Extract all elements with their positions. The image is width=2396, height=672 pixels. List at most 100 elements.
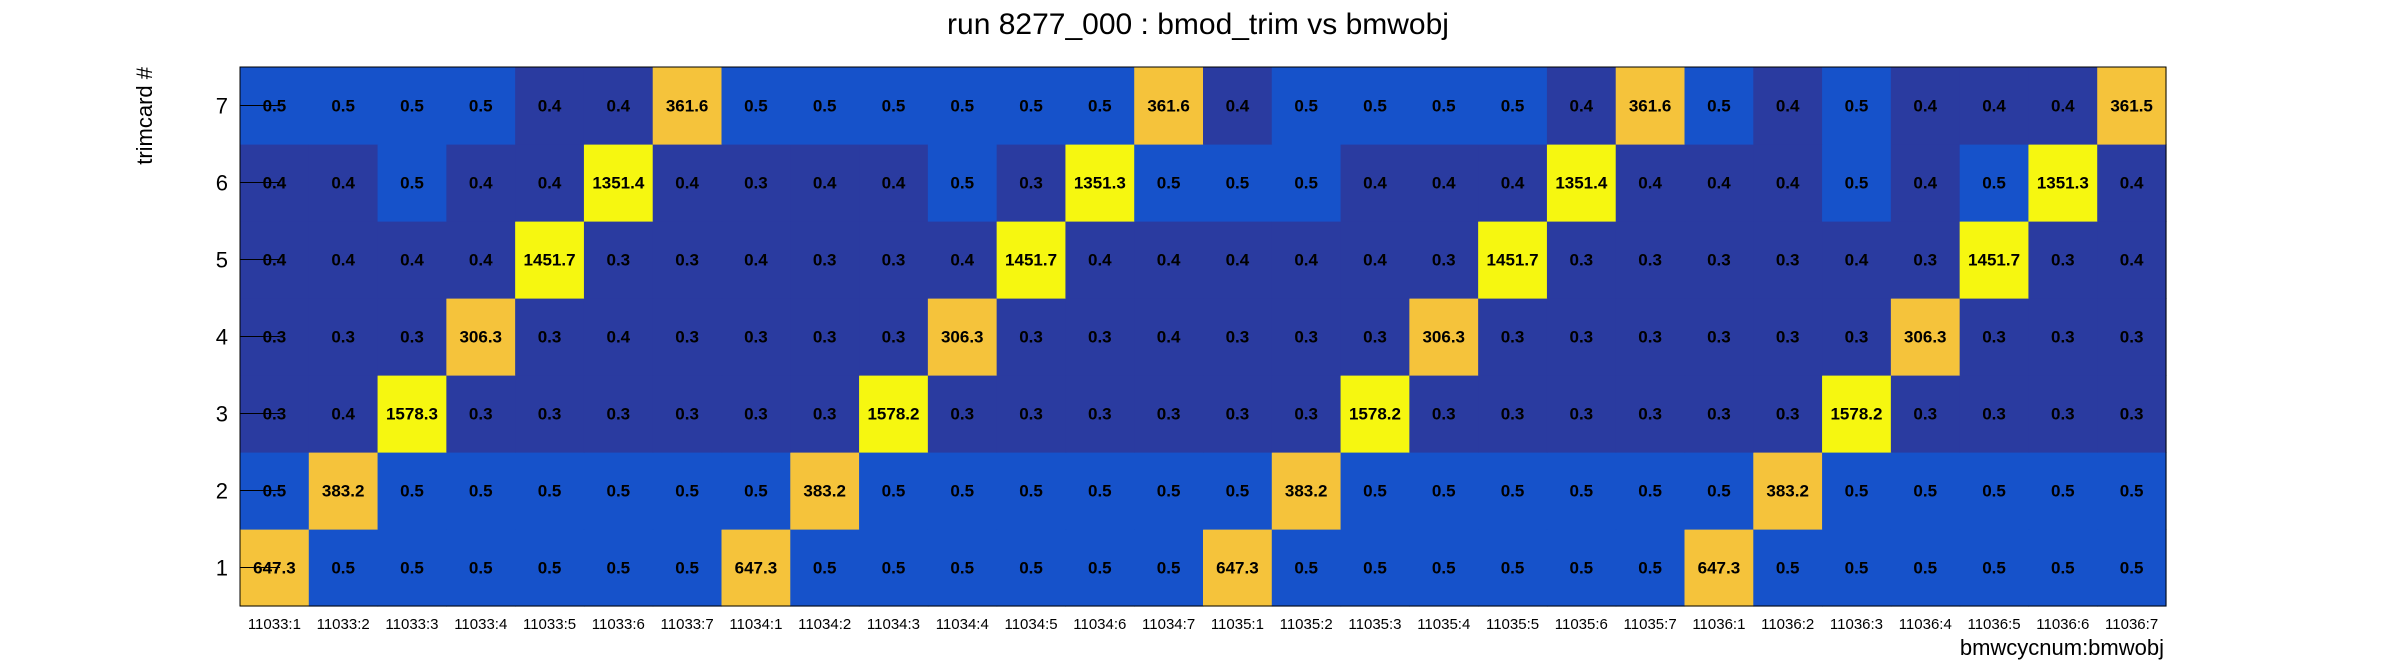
cell-value-label: 0.3 [1776,405,1800,424]
heatmap-cell [1753,221,1823,299]
heatmap-cell [1134,67,1204,145]
cell-value-label: 0.3 [1638,405,1662,424]
heatmap-cell [1546,298,1617,376]
heatmap-cell [859,144,929,222]
heatmap-cell [1684,67,1754,145]
cell-value-label: 0.5 [1638,559,1662,578]
cell-value-label: 0.3 [744,405,768,424]
cell-value-label: 0.5 [950,97,974,116]
heatmap-cell [583,67,654,145]
cell-value-label: 0.3 [607,251,631,270]
x-tick-label: 11034:6 [1073,616,1126,633]
heatmap-cell [790,375,860,453]
heatmap-cell [721,221,791,299]
heatmap-cell [996,221,1067,299]
heatmap-cell [1409,298,1479,376]
cell-value-label: 0.3 [1019,174,1043,193]
cell-value-label: 0.4 [1913,97,1937,116]
cell-value-label: 0.4 [1363,174,1387,193]
x-tick-label: 11035:1 [1211,616,1264,633]
cell-value-label: 0.3 [744,174,768,193]
cell-value-label: 0.3 [1570,251,1594,270]
heatmap-cell [1409,67,1479,145]
heatmap-cell [859,375,929,453]
cell-value-label: 0.5 [1638,482,1662,501]
x-tick-label: 11035:4 [1417,616,1470,633]
cell-value-label: 0.3 [469,405,493,424]
cell-value-label: 0.4 [1088,251,1112,270]
cell-value-label: 0.4 [1157,328,1181,347]
cell-value-label: 0.5 [813,559,837,578]
cell-value-label: 0.4 [1157,251,1181,270]
cell-value-label: 0.3 [1776,328,1800,347]
cell-value-label: 0.3 [1088,328,1112,347]
heatmap-cell [2028,67,2098,145]
heatmap-cell [515,67,585,145]
heatmap-cell [2028,221,2098,299]
x-tick-label: 11034:3 [867,616,920,633]
cell-value-label: 0.4 [675,174,699,193]
cell-value-label: 0.5 [2120,482,2144,501]
heatmap-cells [240,67,2167,607]
cell-value-label: 0.5 [744,97,768,116]
x-tick-label: 11035:6 [1555,616,1608,633]
cell-value-label: 0.4 [331,405,355,424]
cell-value-label: 361.6 [1629,97,1672,116]
cell-value-label: 0.5 [1088,482,1112,501]
cell-value-label: 0.3 [1019,328,1043,347]
heatmap-cell [1753,298,1823,376]
cell-value-label: 0.3 [813,405,837,424]
cell-value-label: 0.5 [538,559,562,578]
heatmap-cell [1065,67,1135,145]
cell-value-label: 0.5 [1845,482,1869,501]
cell-value-label: 0.3 [2120,328,2144,347]
cell-value-label: 383.2 [803,482,846,501]
cell-value-label: 0.5 [1707,97,1731,116]
cell-value-label: 0.3 [1570,405,1594,424]
cell-value-label: 306.3 [941,328,984,347]
y-axis: 1 2 3 4 5 6 7 [216,94,280,581]
heatmap-cell [1822,144,1892,222]
cell-value-label: 0.3 [1501,328,1525,347]
heatmap-cell [652,529,723,607]
cell-value-label: 0.4 [1707,174,1731,193]
heatmap-cell [515,529,585,607]
cell-value-label: 0.5 [950,559,974,578]
cell-value-label: 0.3 [1570,328,1594,347]
heatmap-cell [996,144,1067,222]
heatmap-cell [1134,529,1204,607]
heatmap-cell [446,298,516,376]
heatmap-cell [1959,67,2030,145]
x-tick-label: 11034:2 [798,616,851,633]
cell-value-label: 0.5 [1501,559,1525,578]
cell-value-label: 0.5 [882,482,906,501]
heatmap-cell [1684,375,1754,453]
heatmap-cell [1753,144,1823,222]
cell-value-label: 0.3 [675,251,699,270]
cell-value-label: 0.4 [882,174,906,193]
cell-value-label: 0.4 [607,328,631,347]
heatmap-cell [446,375,516,453]
heatmap-cell [1271,67,1342,145]
heatmap-cell [790,221,860,299]
heatmap-cell [996,375,1067,453]
x-tick-label: 11033:6 [592,616,645,633]
heatmap-cell [1340,67,1410,145]
cell-value-label: 0.3 [2120,405,2144,424]
heatmap-cell [308,298,379,376]
heatmap-cell [927,375,998,453]
cell-value-label: 0.5 [1294,97,1318,116]
cell-value-label: 0.5 [1501,482,1525,501]
heatmap-cell [1822,452,1892,530]
y-tick-label: 4 [216,325,228,350]
heatmap-cell [790,67,860,145]
cell-value-label: 0.3 [538,328,562,347]
cell-value-label: 0.3 [1707,251,1731,270]
heatmap-cell [1203,375,1273,453]
cell-value-label: 361.6 [1147,97,1190,116]
cell-value-label: 0.3 [2051,328,2075,347]
cell-value-label: 0.3 [331,328,355,347]
x-axis: 11033:1 11033:2 11033:3 11033:4 11033:5 11033… [248,616,2158,633]
cell-value-label: 0.3 [744,328,768,347]
heatmap-cell [1959,452,2030,530]
